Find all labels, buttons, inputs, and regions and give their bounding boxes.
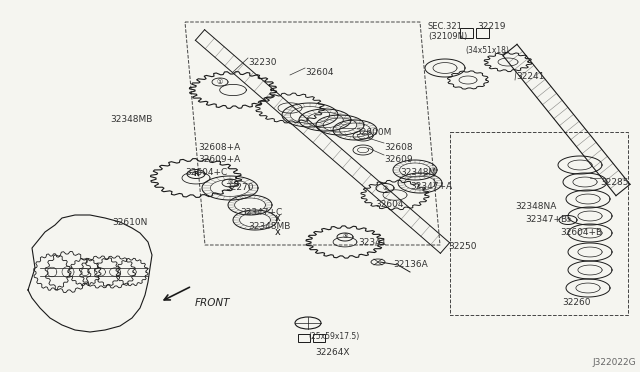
Text: 32230: 32230	[248, 58, 276, 67]
Text: 32600M: 32600M	[355, 128, 392, 137]
Text: ②: ②	[382, 186, 388, 190]
Text: 32264X: 32264X	[315, 348, 349, 357]
Text: 32241: 32241	[516, 72, 545, 81]
Text: ①: ①	[217, 79, 223, 85]
Text: ③: ③	[565, 218, 571, 222]
Text: (32109N): (32109N)	[428, 32, 467, 41]
Text: 32604+C: 32604+C	[185, 168, 227, 177]
Text: 32285: 32285	[600, 178, 628, 187]
Text: 32250: 32250	[448, 242, 477, 251]
Text: 32219: 32219	[477, 22, 506, 31]
Text: ⑤: ⑤	[342, 234, 348, 240]
Text: 32604: 32604	[305, 68, 333, 77]
Text: 32604+B: 32604+B	[560, 228, 602, 237]
Text: R: R	[193, 171, 198, 177]
Text: ④: ④	[227, 180, 233, 186]
Text: 32604: 32604	[375, 200, 403, 209]
Text: 32347+C: 32347+C	[240, 208, 282, 217]
Bar	[460, 28, 473, 38]
Text: 32270: 32270	[225, 183, 253, 192]
Text: 32341: 32341	[358, 238, 387, 247]
Text: 32609: 32609	[384, 155, 413, 164]
Bar	[313, 334, 325, 342]
Text: FRONT: FRONT	[195, 298, 230, 308]
Text: 32610N: 32610N	[112, 218, 147, 227]
Text: 32348NA: 32348NA	[515, 202, 556, 211]
Text: (34x51x18): (34x51x18)	[465, 46, 509, 55]
Text: 32348MB: 32348MB	[248, 222, 291, 231]
Text: 32260: 32260	[562, 298, 591, 307]
Bar	[298, 334, 310, 342]
Text: 32347+B: 32347+B	[525, 215, 567, 224]
Text: 32609+A: 32609+A	[198, 155, 240, 164]
Text: 32348MB: 32348MB	[110, 115, 152, 124]
Bar	[476, 28, 489, 38]
Text: (25x59x17.5): (25x59x17.5)	[308, 332, 359, 341]
Text: 32608+A: 32608+A	[198, 143, 240, 152]
Text: x: x	[275, 227, 281, 237]
Text: 32608: 32608	[384, 143, 413, 152]
Text: x: x	[275, 213, 281, 223]
Text: 32347+A: 32347+A	[410, 182, 452, 191]
Text: 32136A: 32136A	[393, 260, 428, 269]
Text: SEC.321: SEC.321	[428, 22, 463, 31]
Text: J322022G: J322022G	[592, 358, 636, 367]
Text: 32348M: 32348M	[400, 168, 436, 177]
